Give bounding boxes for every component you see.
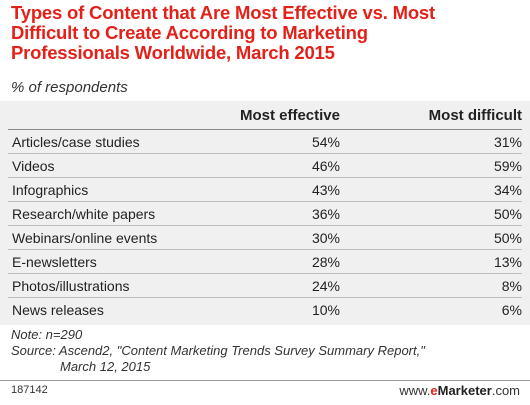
chart-title: Types of Content that Are Most Effective… <box>11 3 521 63</box>
row-label: E-newsletters <box>8 249 224 274</box>
emarketer-brand: www.eMarketer.com <box>399 383 520 398</box>
table-row: E-newsletters 28% 13% <box>8 249 522 274</box>
cell-most-effective: 46% <box>224 153 340 178</box>
cell-most-effective: 43% <box>224 177 340 202</box>
table-row: Research/white papers 36% 50% <box>8 201 522 226</box>
cell-most-effective: 10% <box>224 297 340 321</box>
cell-most-effective: 36% <box>224 201 340 226</box>
chart-notes: Note: n=290 Source: Ascend2, "Content Ma… <box>11 327 425 375</box>
row-label: Articles/case studies <box>8 129 224 154</box>
brand-prefix: www. <box>399 383 431 398</box>
cell-most-effective: 28% <box>224 249 340 274</box>
title-line-1: Types of Content that Are Most Effective… <box>11 2 435 23</box>
table-row: Photos/illustrations 24% 8% <box>8 273 522 298</box>
brand-suffix: .com <box>491 383 520 398</box>
footer-divider <box>0 380 530 381</box>
chart-id: 187142 <box>11 384 48 396</box>
row-label: Webinars/online events <box>8 225 224 250</box>
table-row: News releases 10% 6% <box>8 297 522 321</box>
cell-most-difficult: 13% <box>340 249 522 274</box>
data-table: Most effective Most difficult Articles/c… <box>8 101 522 321</box>
row-label: Videos <box>8 153 224 178</box>
source-text-line-1: Source: Ascend2, "Content Marketing Tren… <box>11 343 425 358</box>
cell-most-difficult: 8% <box>340 273 522 298</box>
table-body: Articles/case studies 54% 31% Videos 46% 59% I… <box>8 129 522 321</box>
title-line-2: Difficult to Create According to Marketi… <box>11 22 368 43</box>
table-header-row: Most effective Most difficult <box>8 101 522 130</box>
title-line-3: Professionals Worldwide, March 2015 <box>11 42 335 63</box>
cell-most-difficult: 59% <box>340 153 522 178</box>
cell-most-difficult: 34% <box>340 177 522 202</box>
cell-most-effective: 54% <box>224 129 340 154</box>
cell-most-effective: 24% <box>224 273 340 298</box>
note-text: Note: n=290 <box>11 327 83 342</box>
table-row: Infographics 43% 34% <box>8 177 522 202</box>
cell-most-difficult: 50% <box>340 225 522 250</box>
cell-most-difficult: 6% <box>340 297 522 321</box>
row-label: News releases <box>8 297 224 321</box>
header-most-effective: Most effective <box>239 106 340 124</box>
data-table-panel: Most effective Most difficult Articles/c… <box>0 101 530 325</box>
brand-name: Marketer <box>437 383 492 398</box>
row-label: Infographics <box>8 177 224 202</box>
header-most-difficult: Most difficult <box>428 106 522 124</box>
source-text-line-2: March 12, 2015 <box>60 359 151 374</box>
table-row: Webinars/online events 30% 50% <box>8 225 522 250</box>
table-row: Articles/case studies 54% 31% <box>8 129 522 154</box>
brand-e: e <box>430 383 438 398</box>
row-label: Photos/illustrations <box>8 273 224 298</box>
chart-subtitle: % of respondents <box>11 79 128 96</box>
cell-most-effective: 30% <box>224 225 340 250</box>
row-label: Research/white papers <box>8 201 224 226</box>
table-row: Videos 46% 59% <box>8 153 522 178</box>
cell-most-difficult: 50% <box>340 201 522 226</box>
header-category <box>8 101 224 130</box>
cell-most-difficult: 31% <box>340 129 522 154</box>
